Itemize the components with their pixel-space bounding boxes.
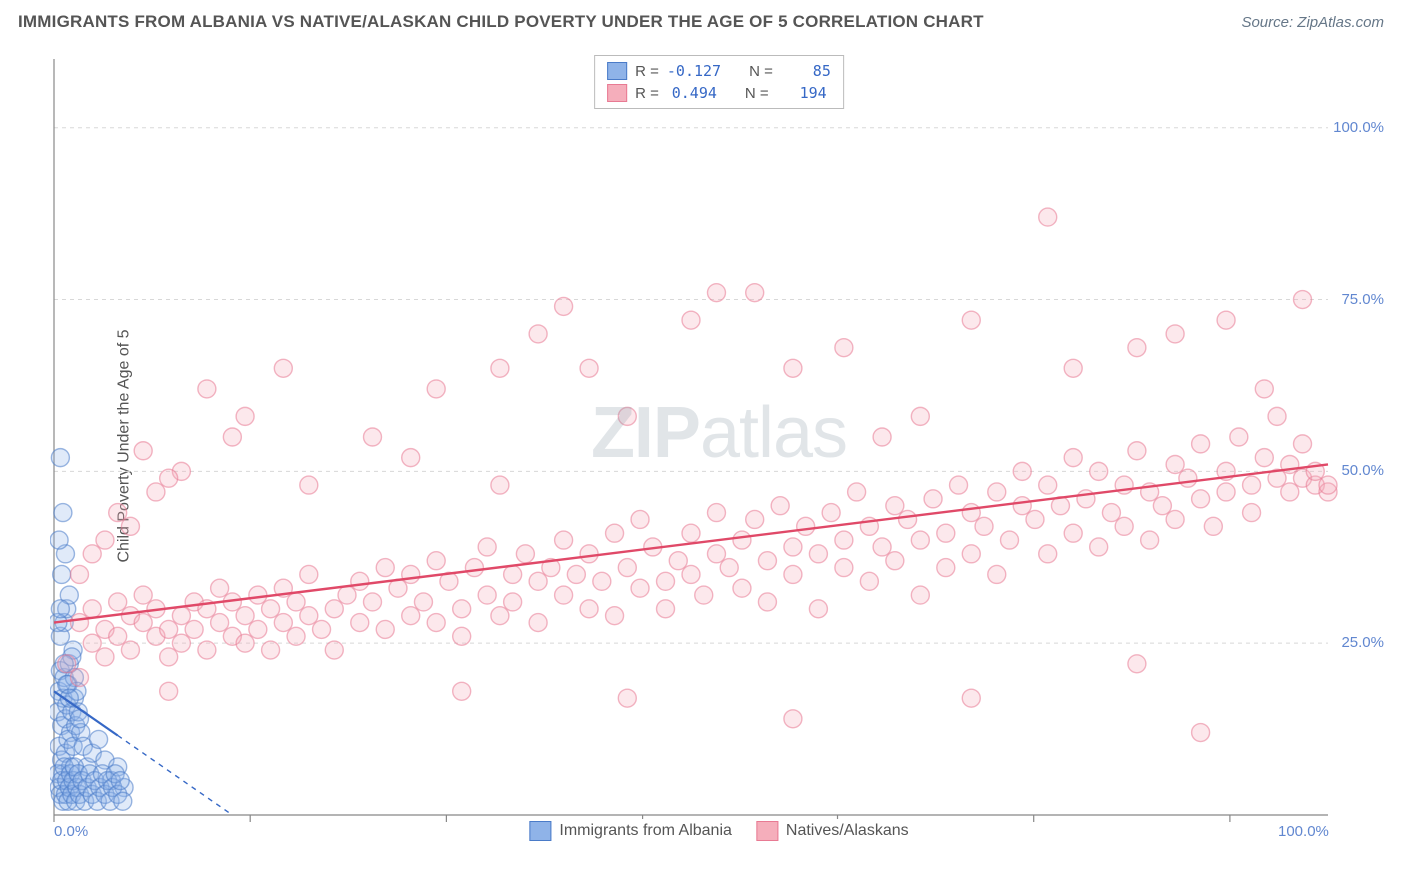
legend-R-value-1: 0.494 [667, 84, 717, 102]
y-tick-label: 25.0% [1341, 634, 1384, 651]
plot-area: ZIPatlas R = -0.127 N = 85 R = 0.494 N =… [50, 55, 1388, 843]
legend-series: Immigrants from Albania Natives/Alaskans [523, 819, 914, 843]
legend-item-1: Natives/Alaskans [756, 821, 909, 841]
source-attribution: Source: ZipAtlas.com [1241, 14, 1384, 31]
legend-swatch-0b [529, 821, 551, 841]
legend-row-series-0: R = -0.127 N = 85 [607, 60, 831, 82]
x-tick-label: 100.0% [1278, 823, 1329, 840]
legend-N-value-0: 85 [781, 62, 831, 80]
legend-item-0: Immigrants from Albania [529, 821, 732, 841]
chart-title: IMMIGRANTS FROM ALBANIA VS NATIVE/ALASKA… [18, 12, 984, 32]
legend-N-label-1: N = [745, 85, 769, 102]
legend-row-series-1: R = 0.494 N = 194 [607, 82, 831, 104]
legend-swatch-1b [756, 821, 778, 841]
legend-R-label-1: R = [635, 85, 659, 102]
legend-swatch-1 [607, 84, 627, 102]
legend-swatch-0 [607, 62, 627, 80]
legend-N-value-1: 194 [777, 84, 827, 102]
legend-R-value-0: -0.127 [667, 62, 721, 80]
y-tick-label: 50.0% [1341, 462, 1384, 479]
y-tick-label: 75.0% [1341, 291, 1384, 308]
legend-label-0: Immigrants from Albania [559, 822, 732, 840]
scatter-plot-svg [50, 55, 1388, 843]
legend-label-1: Natives/Alaskans [786, 822, 909, 840]
legend-R-label-0: R = [635, 63, 659, 80]
legend-correlation: R = -0.127 N = 85 R = 0.494 N = 194 [594, 55, 844, 109]
legend-N-label-0: N = [749, 63, 773, 80]
x-tick-label: 0.0% [54, 823, 88, 840]
y-tick-label: 100.0% [1333, 119, 1384, 136]
